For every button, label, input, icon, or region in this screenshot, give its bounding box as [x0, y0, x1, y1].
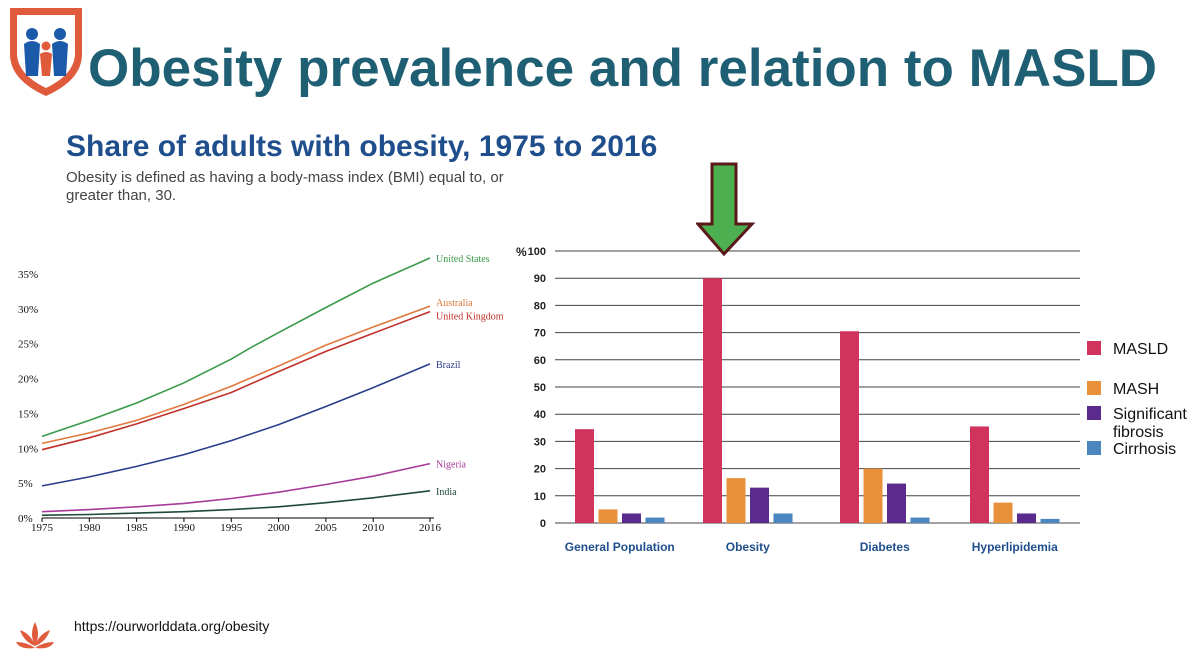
legend-label: Cirrhosis	[1113, 441, 1176, 458]
series-line-india	[41, 490, 431, 516]
category-label: Diabetes	[860, 540, 910, 554]
x-tick-label: 2016	[419, 522, 442, 534]
bar-significant-fibrosis	[887, 483, 906, 523]
down-arrow-icon	[696, 162, 756, 257]
y-tick-label: 100	[528, 246, 546, 258]
legend-swatch	[1087, 341, 1101, 355]
x-tick-label: 1990	[173, 522, 196, 534]
line-chart-subtitle: Obesity is defined as having a body-mass…	[66, 169, 504, 204]
y-tick-label: 60	[534, 355, 546, 367]
y-tick-label: 35%	[18, 269, 38, 281]
line-chart: 0% 5% 10% 15% 20% 25% 30% 35% 1975 1980 1985 1990 19…	[18, 254, 504, 534]
y-tick-label: 80	[534, 300, 546, 312]
series-line-australia	[41, 305, 431, 445]
x-tick-label: 2005	[315, 522, 338, 534]
y-tick-label: 40	[534, 409, 546, 421]
series-label: Australia	[436, 298, 473, 309]
y-tick-label: 30	[534, 436, 546, 448]
bar-significant-fibrosis	[1017, 513, 1036, 523]
legend-swatch	[1087, 406, 1101, 420]
series-label: India	[436, 487, 457, 498]
bar-masld	[703, 278, 722, 523]
y-tick-label: 15%	[18, 408, 38, 420]
series-line-united-states	[41, 257, 431, 438]
y-tick-label: 5%	[18, 478, 33, 490]
y-tick-label: 70	[534, 328, 546, 340]
series-line-nigeria	[41, 462, 431, 513]
series-label: United Kingdom	[436, 312, 504, 323]
slide-title: Obesity prevalence and relation to MASLD	[88, 39, 1158, 98]
y-tick-label: 90	[534, 273, 546, 285]
legend-swatch	[1087, 441, 1101, 455]
legend-label: MASH	[1113, 381, 1159, 398]
y-tick-label: 30%	[18, 304, 38, 316]
x-tick-label: 1985	[126, 522, 149, 534]
series-label: Brazil	[436, 360, 461, 371]
series-label: Nigeria	[436, 460, 467, 471]
x-tick-label: 2010	[362, 522, 385, 534]
bar-mash	[598, 509, 618, 523]
y-axis-label: %	[516, 245, 527, 259]
bar-cirrhosis	[645, 517, 665, 523]
bar-mash	[863, 468, 883, 523]
y-tick-label: 0%	[18, 513, 33, 525]
x-tick-label: 2000	[268, 522, 291, 534]
x-tick-label: 1980	[78, 522, 101, 534]
bar-masld	[840, 331, 859, 523]
y-tick-label: 50	[534, 382, 546, 394]
legend-swatch	[1087, 381, 1101, 395]
bar-significant-fibrosis	[622, 513, 641, 523]
bar-mash	[726, 478, 746, 523]
y-tick-label: 25%	[18, 339, 38, 351]
y-tick-label: 0	[540, 518, 546, 530]
shield-family-logo	[10, 8, 82, 96]
category-label: General Population	[565, 540, 675, 554]
bar-cirrhosis	[773, 513, 793, 523]
series-line-brazil	[41, 363, 431, 487]
line-chart-title: Share of adults with obesity, 1975 to 20…	[66, 130, 658, 163]
category-label: Hyperlipidemia	[972, 540, 1058, 554]
y-tick-label: 10%	[18, 443, 38, 455]
series-line-united-kingdom	[41, 310, 431, 451]
x-tick-label: 1995	[220, 522, 243, 534]
bar-significant-fibrosis	[750, 487, 769, 523]
bar-masld	[970, 426, 989, 523]
category-label: Obesity	[726, 540, 770, 554]
y-tick-label: 20%	[18, 374, 38, 386]
bar-mash	[993, 502, 1013, 523]
bar-cirrhosis	[1040, 518, 1060, 523]
legend-label: Significant fibrosis	[1113, 406, 1187, 441]
lotus-logo	[16, 622, 54, 649]
source-link[interactable]: https://ourworlddata.org/obesity	[74, 618, 270, 634]
series-label: United States	[436, 254, 490, 265]
legend-label: MASLD	[1113, 341, 1168, 358]
y-tick-label: 10	[534, 491, 546, 503]
y-tick-label: 20	[534, 464, 546, 476]
bar-chart: 0 10 20 30 40 50 60 70 80 90 100% General Populatio…	[516, 245, 1187, 554]
bar-cirrhosis	[910, 517, 930, 523]
bar-masld	[575, 429, 594, 523]
x-tick-label: 1975	[31, 522, 54, 534]
